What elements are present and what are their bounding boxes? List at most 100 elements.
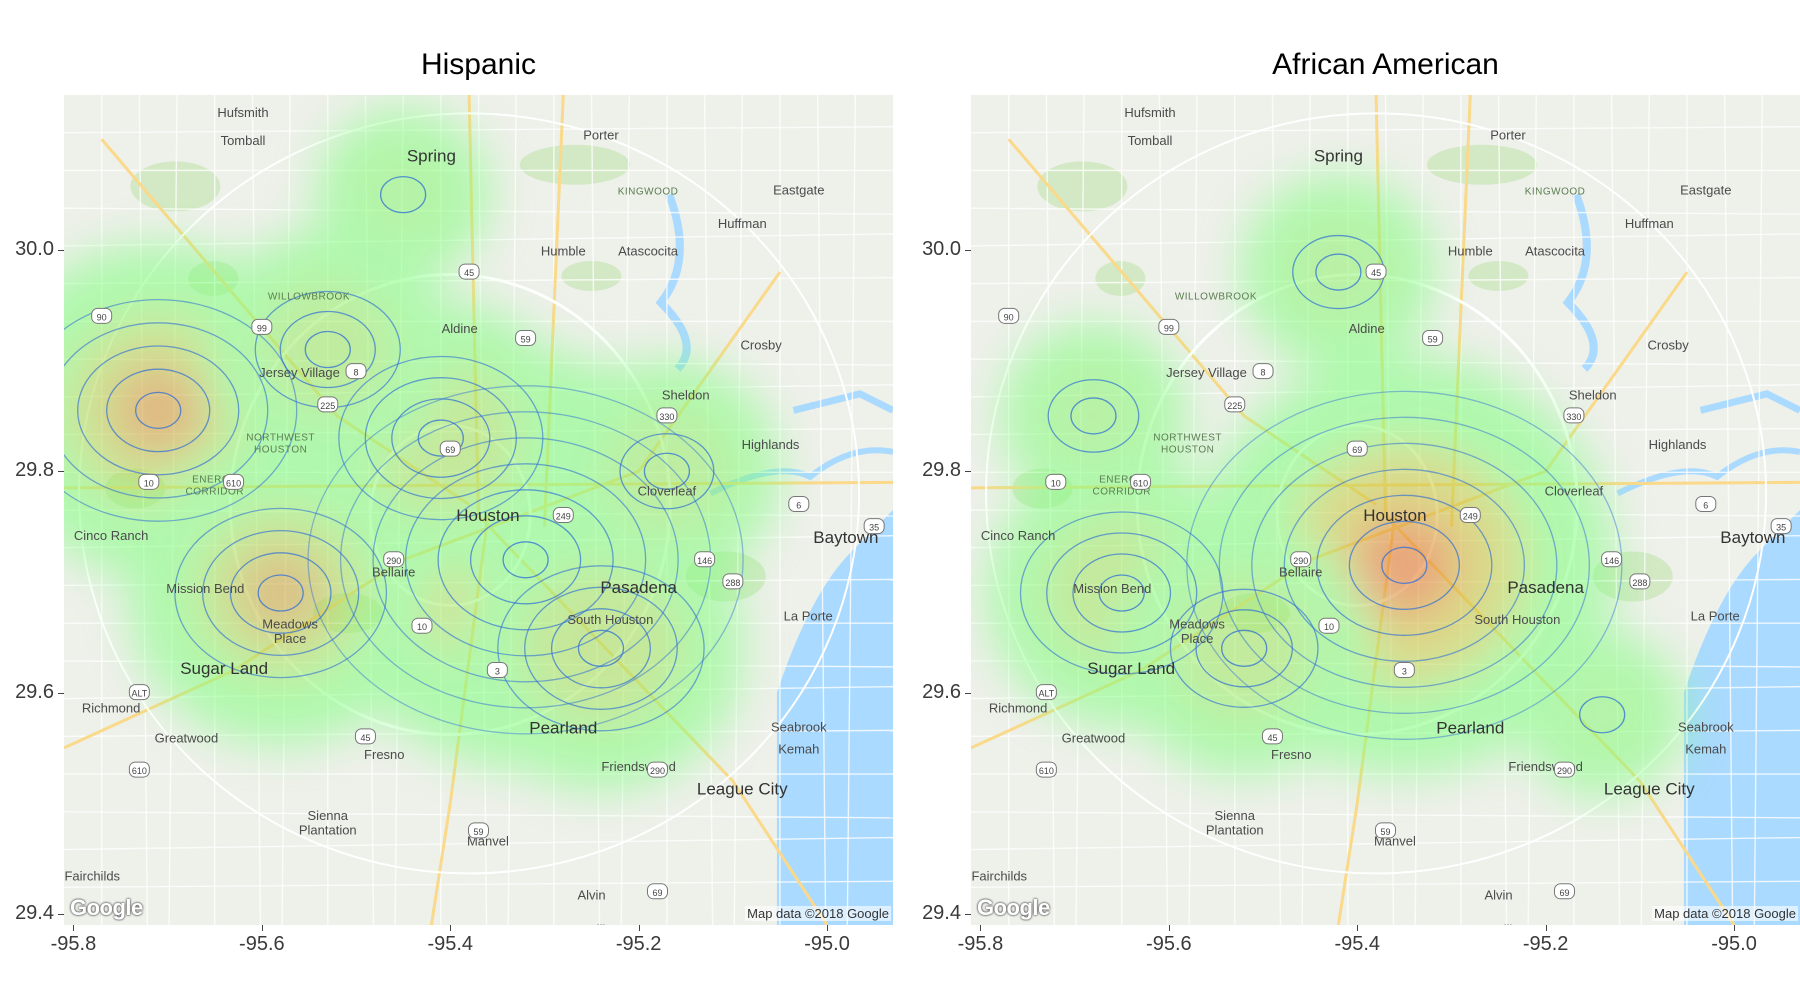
place-label: Fresno (364, 747, 404, 762)
contour-ring (1046, 532, 1198, 654)
place-label: WILLOWBROOK (268, 292, 350, 303)
minor-road (64, 811, 893, 819)
y-tick-label: 29.8 (15, 459, 54, 482)
place-label: Place (274, 631, 307, 646)
highway-shield: 290 (383, 551, 405, 568)
place-label: Cloverleaf (638, 484, 697, 499)
map-canvas[interactable]: Hufsmith Tomball Spring Porter KINGWOOD Eastg… (64, 95, 893, 925)
y-tick-label: 29.4 (922, 901, 961, 924)
svg-text:288: 288 (725, 578, 740, 588)
svg-text:90: 90 (97, 312, 107, 322)
minor-road (1610, 95, 1621, 925)
place-label: Baytown (813, 528, 878, 547)
highway-shield: 3 (486, 661, 508, 678)
park-area (519, 144, 630, 185)
svg-text:90: 90 (1004, 312, 1014, 322)
place-label: Bellaire (372, 564, 415, 579)
density-blob (521, 568, 681, 728)
highway-shield: ALT (1035, 684, 1057, 701)
map-attribution[interactable]: Map data ©2018 Google (745, 906, 891, 921)
svg-text:3: 3 (1402, 666, 1407, 676)
svg-text:10: 10 (1324, 622, 1334, 632)
panel-african-american: African American Hufsmith Tomball Spring Po… (900, 0, 1800, 1000)
map-attribution[interactable]: Map data ©2018 Google (1652, 906, 1798, 921)
svg-text:59: 59 (473, 827, 483, 837)
highway-shield: 45 (1261, 728, 1283, 745)
place-label: ENERGY (1099, 474, 1144, 485)
svg-text:ALT: ALT (1038, 689, 1054, 699)
place-label: Hillcrest (587, 922, 634, 925)
svg-text:6: 6 (1703, 500, 1708, 510)
place-label: Place (1181, 631, 1214, 646)
x-tick-mark (1168, 925, 1170, 931)
x-tick-mark (450, 925, 452, 931)
x-tick-label: -95.6 (1146, 933, 1192, 955)
svg-text:69: 69 (445, 445, 455, 455)
density-blob (1349, 510, 1460, 621)
highway-shield: 59 (468, 822, 489, 839)
svg-text:59: 59 (1428, 334, 1438, 344)
svg-text:99: 99 (257, 323, 267, 333)
y-tick-mark (58, 249, 64, 251)
x-tick-label: -95.2 (1522, 933, 1569, 955)
density-blob (237, 549, 325, 637)
y-tick-mark (58, 913, 64, 915)
highway-shield: 288 (722, 573, 744, 590)
x-tick-label: -95.8 (50, 933, 97, 955)
highway-shield: 249 (552, 507, 574, 524)
place-label: Kemah (778, 741, 819, 756)
contour-ring (364, 377, 517, 500)
map-canvas[interactable]: Hufsmith Tomball Spring Porter KINGWOOD Eastg… (971, 95, 1800, 925)
minor-road (971, 836, 1800, 851)
contour-ring (1381, 546, 1428, 584)
svg-text:610: 610 (132, 766, 147, 776)
place-label: Greatwood (155, 730, 219, 745)
x-tick-label: -95.4 (427, 933, 474, 955)
contour-ring (379, 175, 427, 214)
place-label: Hufsmith (1124, 105, 1175, 120)
minor-road (816, 95, 827, 925)
svg-text:45: 45 (360, 733, 370, 743)
place-label: Mission Bend (166, 581, 244, 596)
place-label: Pasadena (1507, 578, 1584, 597)
svg-text:6: 6 (796, 500, 801, 510)
place-label: Porter (1490, 127, 1526, 142)
minor-road (971, 880, 1800, 888)
svg-text:69: 69 (1352, 445, 1362, 455)
place-label: Pasadena (600, 578, 677, 597)
contour-ring (372, 437, 679, 683)
contour-lines (1019, 234, 1626, 740)
y-tick-label: 29.8 (922, 459, 961, 482)
contour-ring (1047, 379, 1140, 453)
svg-text:ALT: ALT (131, 689, 147, 699)
park-area (1426, 144, 1537, 185)
contour-ring (202, 529, 360, 657)
svg-text:290: 290 (650, 766, 665, 776)
place-label: Spring (1314, 146, 1363, 165)
place-label: South Houston (567, 612, 653, 627)
place-label: CORRIDOR (186, 487, 244, 498)
highway-shield: 288 (1629, 573, 1651, 590)
highway-shield: 99 (1158, 318, 1180, 335)
place-label: CORRIDOR (1093, 487, 1151, 498)
contour-ring (1251, 442, 1558, 688)
place-label: South Houston (1474, 612, 1560, 627)
place-label: Plantation (299, 822, 357, 837)
highway-shield: 610 (128, 761, 150, 778)
y-tick-mark (965, 249, 971, 251)
lake-houston (1562, 193, 1598, 372)
place-label: Highlands (742, 437, 800, 452)
place-labels: Hufsmith Tomball Spring Porter KINGWOOD Eastg… (64, 105, 885, 925)
x-tick-label: -95.4 (1334, 933, 1381, 955)
y-tick-label: 29.4 (15, 901, 54, 924)
highway-shield: 90 (91, 307, 113, 324)
contour-ring (64, 298, 298, 522)
park-area (561, 261, 622, 291)
highway-shield: 610 (1035, 761, 1057, 778)
place-label: Plantation (1206, 822, 1264, 837)
svg-text:69: 69 (1559, 888, 1569, 898)
x-tick-mark (73, 925, 75, 931)
highway-shield: 59 (515, 329, 537, 346)
y-tick-mark (58, 471, 64, 473)
contour-ring (502, 541, 549, 579)
